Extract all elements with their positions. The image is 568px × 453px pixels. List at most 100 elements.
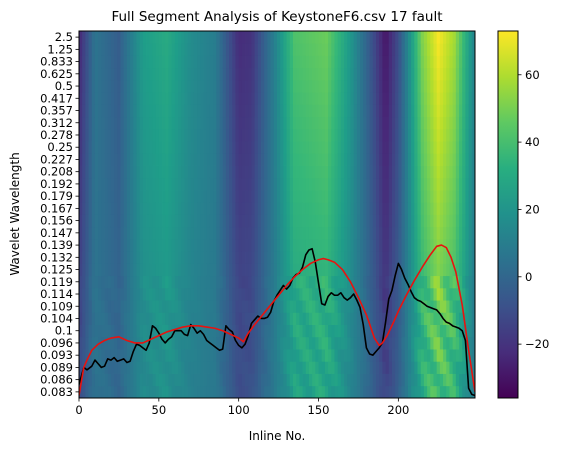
heatmap-cell: [337, 55, 342, 69]
heatmap-cell: [162, 349, 166, 362]
y-tick-label: 0.114: [40, 287, 73, 301]
heatmap-cell: [439, 287, 444, 301]
heatmap-cell: [369, 300, 374, 313]
heatmap-cell: [417, 251, 422, 264]
heatmap-cell: [200, 373, 204, 387]
heatmap-cell: [261, 336, 265, 350]
heatmap-cell: [388, 67, 393, 81]
colorbar-tick-label: 20: [525, 202, 540, 216]
heatmap-cell: [379, 104, 383, 118]
heatmap-cell: [158, 263, 163, 277]
heatmap-cell: [85, 385, 89, 398]
heatmap-cell: [245, 79, 249, 93]
heatmap-cell: [190, 177, 195, 191]
heatmap-cell: [85, 324, 89, 338]
heatmap-cell: [142, 349, 147, 362]
heatmap-cell: [430, 226, 434, 240]
heatmap-cell: [120, 300, 125, 313]
heatmap-cell: [340, 104, 345, 118]
heatmap-cell: [446, 165, 450, 179]
heatmap-cell: [423, 312, 428, 325]
heatmap-cell: [133, 128, 137, 142]
heatmap-cell: [238, 373, 243, 387]
heatmap-cell: [88, 287, 93, 301]
heatmap-cell: [88, 336, 93, 350]
heatmap-cell: [321, 128, 326, 142]
heatmap-cell: [363, 324, 367, 338]
heatmap-cell: [171, 214, 176, 228]
heatmap-cell: [110, 300, 115, 313]
heatmap-cell: [225, 385, 230, 398]
heatmap-cell: [162, 128, 166, 142]
heatmap-cell: [257, 165, 262, 179]
heatmap-cell: [286, 31, 291, 44]
heatmap-cell: [273, 312, 278, 325]
heatmap-cell: [308, 275, 313, 289]
heatmap-cell: [241, 141, 246, 154]
heatmap-cell: [455, 336, 460, 350]
heatmap-cell: [280, 202, 284, 215]
heatmap-cell: [436, 349, 441, 362]
heatmap-cell: [193, 43, 198, 56]
y-tick-label: 0.417: [40, 91, 73, 105]
heatmap-cell: [251, 141, 256, 154]
heatmap-cell: [296, 226, 300, 240]
heatmap-cell: [98, 31, 102, 44]
heatmap-cell: [219, 361, 224, 374]
heatmap-cell: [261, 202, 265, 215]
heatmap-cell: [184, 349, 188, 362]
heatmap-cell: [356, 153, 361, 166]
heatmap-cell: [190, 79, 195, 93]
heatmap-cell: [312, 92, 316, 105]
heatmap-cell: [264, 251, 268, 264]
heatmap-cell: [436, 385, 441, 398]
heatmap-cell: [344, 31, 348, 44]
heatmap-cell: [222, 263, 227, 277]
heatmap-cell: [407, 190, 412, 203]
heatmap-cell: [360, 361, 364, 374]
heatmap-cell: [312, 226, 316, 240]
heatmap-cell: [168, 300, 173, 313]
heatmap-cell: [238, 251, 243, 264]
heatmap-cell: [334, 336, 339, 350]
heatmap-cell: [388, 43, 393, 56]
heatmap-cell: [114, 373, 118, 387]
heatmap-cell: [465, 324, 470, 338]
heatmap-cell: [104, 31, 109, 44]
heatmap-cell: [443, 79, 447, 93]
heatmap-cell: [200, 300, 204, 313]
heatmap-cell: [168, 79, 173, 93]
heatmap-cell: [296, 43, 300, 56]
heatmap-cell: [363, 226, 367, 240]
heatmap-cell: [155, 128, 160, 142]
heatmap-cell: [350, 128, 355, 142]
heatmap-cell: [229, 275, 233, 289]
heatmap-cell: [209, 79, 214, 93]
heatmap-cell: [462, 349, 466, 362]
heatmap-cell: [449, 55, 454, 69]
heatmap-cell: [273, 190, 278, 203]
heatmap-cell: [277, 153, 281, 166]
heatmap-cell: [120, 190, 125, 203]
heatmap-cell: [430, 79, 434, 93]
heatmap-cell: [82, 177, 86, 191]
heatmap-cell: [331, 190, 335, 203]
heatmap-cell: [423, 214, 428, 228]
heatmap-cell: [261, 79, 265, 93]
heatmap-cell: [337, 263, 342, 277]
heatmap-cell: [273, 141, 278, 154]
heatmap-cell: [165, 349, 169, 362]
heatmap-cell: [232, 324, 236, 338]
heatmap-cell: [238, 361, 243, 374]
heatmap-cell: [289, 349, 294, 362]
heatmap-cell: [379, 165, 383, 179]
heatmap-cell: [277, 43, 281, 56]
heatmap-cell: [366, 385, 371, 398]
heatmap-cell: [120, 153, 125, 166]
heatmap-cell: [133, 312, 137, 325]
y-tick-label: 0.083: [40, 385, 73, 399]
heatmap-cell: [286, 385, 291, 398]
heatmap-cell: [181, 141, 185, 154]
heatmap-cell: [82, 153, 86, 166]
heatmap-cell: [468, 31, 473, 44]
